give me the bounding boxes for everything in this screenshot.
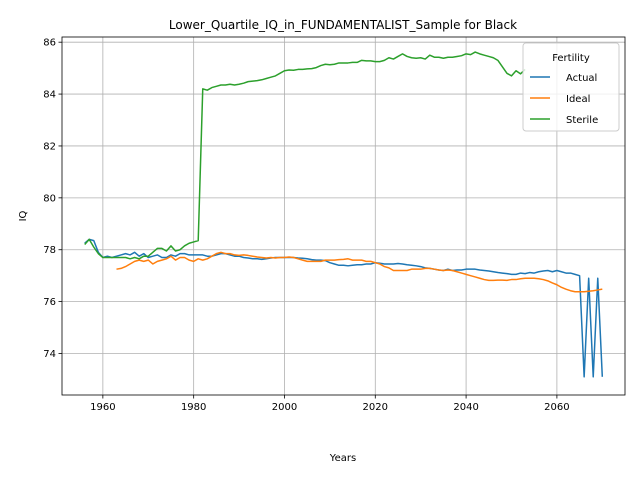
legend-label-sterile: Sterile — [566, 115, 598, 126]
legend-label-ideal: Ideal — [566, 94, 590, 105]
y-tick-label: 82 — [43, 141, 56, 152]
y-axis-label: IQ — [18, 210, 29, 221]
x-tick-label: 2000 — [272, 402, 297, 413]
y-tick-label: 74 — [43, 349, 56, 360]
series-line-sterile — [84, 51, 526, 260]
x-tick-label: 1980 — [181, 402, 206, 413]
axis-ticks: 1960 1980 2000 2020 2040 2060 74 76 78 80 82 84 86 — [43, 38, 569, 413]
y-tick-label: 78 — [43, 245, 56, 256]
series-lines — [84, 51, 604, 378]
y-tick-label: 76 — [43, 297, 56, 308]
chart-title: Lower_Quartile_IQ_in_FUNDAMENTALIST_Samp… — [169, 18, 517, 32]
y-tick-label: 86 — [43, 38, 56, 49]
x-axis-label: Years — [329, 453, 356, 464]
y-tick-label: 80 — [43, 193, 56, 204]
legend-box — [522, 42, 620, 132]
y-tick-label: 84 — [43, 90, 56, 101]
series-line-ideal — [116, 251, 603, 293]
x-tick-label: 2060 — [544, 402, 569, 413]
x-tick-label: 1960 — [90, 402, 115, 413]
legend-label-actual: Actual — [566, 73, 597, 84]
series-line-actual — [84, 238, 604, 378]
axes-frame — [61, 36, 626, 396]
x-tick-label: 2040 — [453, 402, 478, 413]
x-tick-label: 2020 — [363, 402, 388, 413]
legend: Fertility Actual Ideal Sterile — [522, 42, 620, 132]
legend-title: Fertility — [552, 53, 590, 64]
